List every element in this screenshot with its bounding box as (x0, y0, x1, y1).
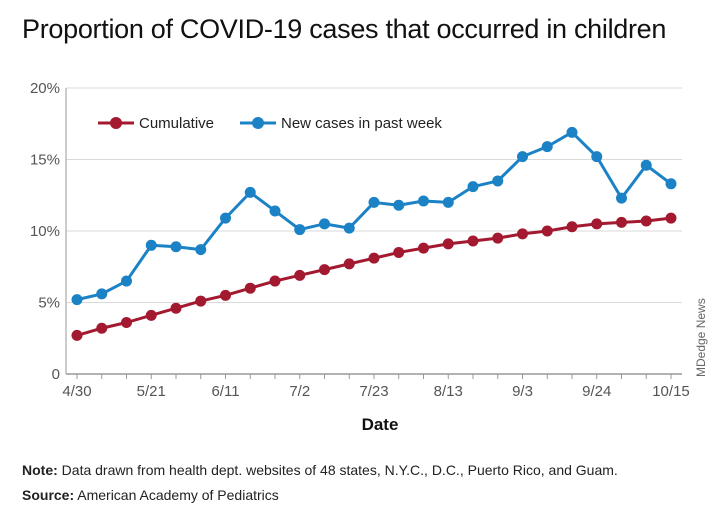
data-point-cumulative (418, 242, 429, 254)
data-point-weekly (640, 159, 652, 171)
data-point-cumulative (121, 317, 132, 329)
data-point-cumulative (170, 302, 182, 314)
data-point-weekly (269, 205, 281, 217)
data-point-cumulative (665, 212, 677, 224)
x-tick-label: 9/24 (582, 383, 611, 400)
data-point-weekly (71, 294, 83, 306)
data-point-weekly (492, 175, 504, 187)
note-line: Note: Data drawn from health dept. websi… (22, 462, 618, 478)
data-point-cumulative (269, 275, 281, 287)
data-point-cumulative (591, 218, 603, 230)
data-point-cumulative (244, 282, 256, 294)
data-point-weekly (244, 186, 256, 198)
data-point-cumulative (343, 258, 355, 270)
data-point-cumulative (640, 215, 652, 227)
data-point-weekly (294, 224, 306, 236)
data-point-weekly (343, 222, 355, 234)
data-point-weekly (121, 275, 132, 287)
legend-marker (110, 117, 122, 129)
legend-marker (252, 117, 264, 129)
data-point-weekly (541, 141, 553, 153)
data-point-weekly (616, 192, 627, 204)
x-tick-label: 8/13 (434, 383, 463, 400)
data-point-weekly (319, 218, 330, 230)
y-tick-label: 20% (30, 80, 60, 97)
series-line-cumulative (76, 216, 672, 337)
data-point-weekly (418, 195, 429, 207)
data-point-cumulative (442, 238, 454, 250)
data-point-cumulative (492, 232, 504, 244)
chart-title: Proportion of COVID-19 cases that occurr… (22, 14, 667, 44)
y-tick-label: 15% (30, 152, 60, 169)
data-point-cumulative (319, 264, 330, 276)
data-point-weekly (442, 196, 454, 208)
source-line: Source: American Academy of Pediatrics (22, 487, 279, 503)
x-tick-label: 7/23 (359, 383, 388, 400)
x-tick-label: 10/15 (652, 383, 690, 400)
data-point-cumulative (195, 295, 207, 307)
data-point-weekly (517, 151, 528, 163)
line-chart: 0 5% 10% 15% 20% 4/30 5/21 6/11 7/2 7/23 8/13 9/3 9/… (30, 80, 708, 434)
data-point-cumulative (71, 329, 83, 341)
data-point-weekly (220, 212, 231, 224)
data-point-cumulative (393, 246, 405, 258)
note-text: Data drawn from health dept. websites of… (61, 462, 618, 478)
x-tick-label: 6/11 (211, 383, 239, 400)
data-point-cumulative (96, 322, 108, 334)
data-point-cumulative (566, 221, 578, 233)
data-point-weekly (591, 151, 603, 163)
series-line-weekly (76, 130, 672, 302)
data-point-weekly (393, 199, 405, 211)
x-tick-label: 9/3 (512, 383, 533, 400)
x-axis-title: Date (362, 415, 399, 434)
data-point-cumulative (467, 235, 479, 247)
data-point-weekly (368, 196, 380, 208)
data-point-weekly (665, 178, 677, 190)
y-tick-label: 10% (30, 223, 60, 240)
y-tick-label: 5% (38, 295, 60, 312)
x-tick-label: 4/30 (62, 383, 91, 400)
data-point-cumulative (541, 225, 553, 237)
data-point-cumulative (145, 309, 157, 321)
legend-label: Cumulative (139, 115, 214, 132)
data-point-cumulative (220, 289, 231, 301)
credit-text: MDedge News (694, 298, 708, 377)
source-label: Source: (22, 487, 75, 503)
data-point-cumulative (517, 228, 528, 240)
data-point-weekly (467, 181, 479, 193)
data-point-weekly (145, 239, 157, 251)
data-point-weekly (195, 244, 207, 256)
data-point-weekly (170, 241, 182, 253)
data-point-cumulative (616, 216, 627, 228)
data-point-weekly (96, 288, 108, 300)
y-tick-label: 0 (52, 366, 60, 383)
source-text: American Academy of Pediatrics (77, 487, 279, 503)
data-point-weekly (566, 126, 578, 138)
data-point-cumulative (294, 269, 306, 281)
data-point-cumulative (368, 252, 380, 264)
legend-label: New cases in past week (281, 115, 442, 132)
x-tick-label: 5/21 (137, 383, 166, 400)
note-label: Note: (22, 462, 58, 478)
x-tick-label: 7/2 (289, 383, 310, 400)
